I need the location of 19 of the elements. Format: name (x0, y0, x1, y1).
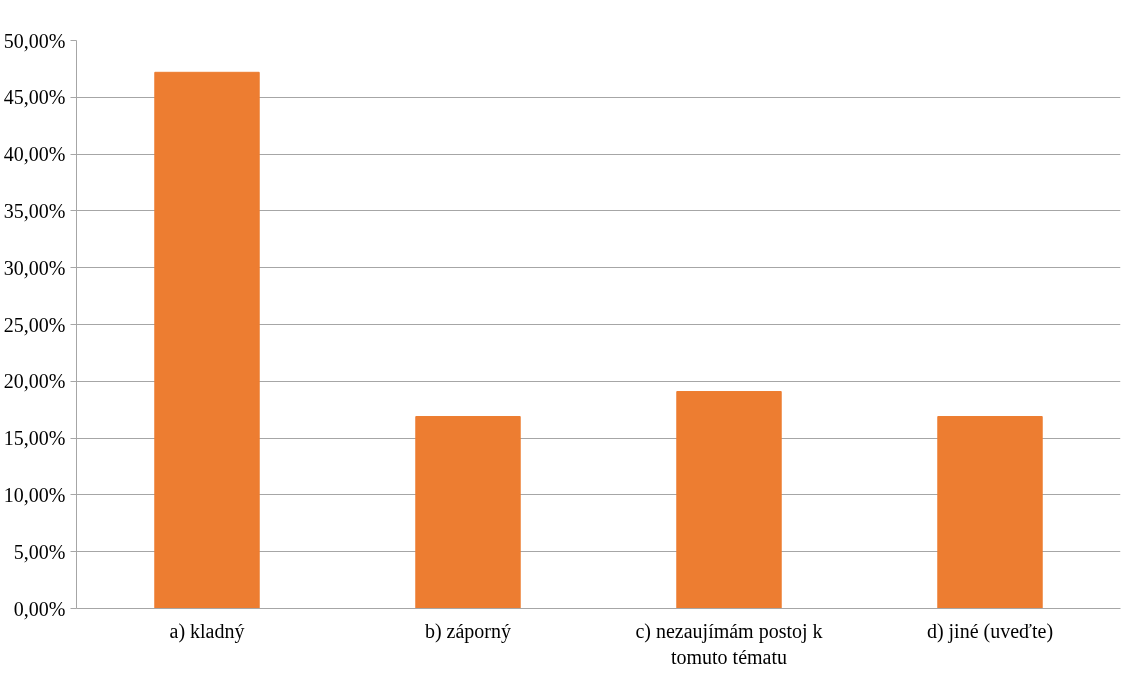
x-tick-label: c) nezaujímám postoj k tomuto tématu (635, 619, 823, 668)
bar (676, 391, 782, 609)
y-tick-label: 25,00% (3, 313, 66, 336)
y-tick-label: 5,00% (13, 540, 66, 563)
y-tick-label: 35,00% (3, 199, 66, 222)
y-tick-label: 40,00% (3, 143, 66, 166)
bar (154, 71, 260, 609)
y-tick-label: 0,00% (13, 597, 66, 620)
y-tick-label: 10,00% (3, 483, 66, 506)
y-tick-label: 45,00% (3, 86, 66, 109)
x-tick-label: a) kladný (169, 619, 245, 643)
y-tick-label: 50,00% (3, 29, 66, 52)
y-tick-label: 20,00% (3, 370, 66, 393)
bar (415, 416, 521, 609)
x-tick-label: d) jiné (uveďte) (926, 619, 1054, 643)
bar (937, 416, 1043, 609)
x-tick-label: b) záporný (424, 619, 512, 643)
y-tick-label: 30,00% (3, 256, 66, 279)
y-tick-label: 15,00% (3, 427, 66, 450)
